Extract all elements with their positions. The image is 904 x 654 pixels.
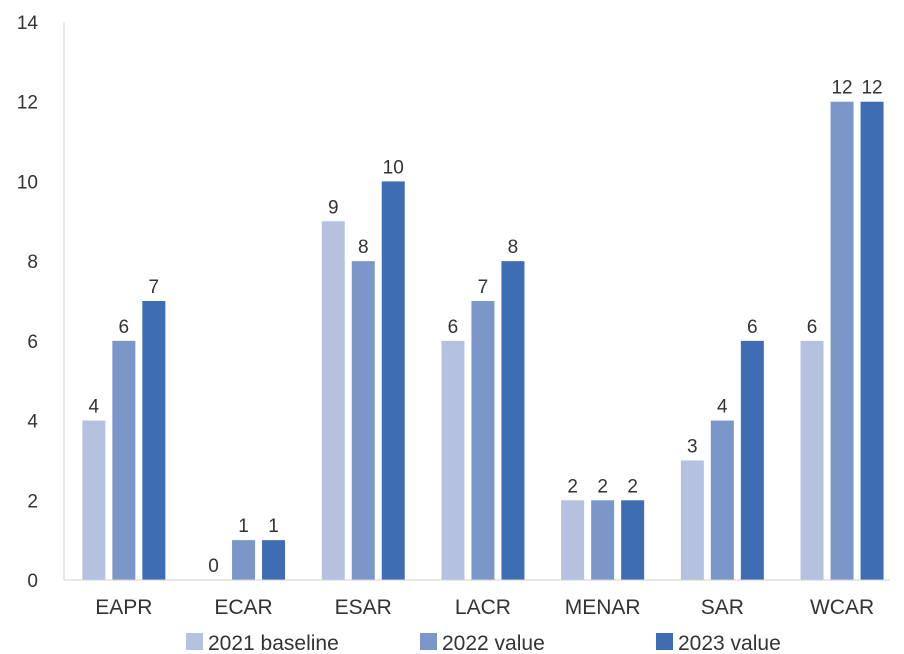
bar bbox=[860, 101, 884, 580]
data-label: 8 bbox=[358, 237, 369, 258]
data-label: 8 bbox=[508, 237, 519, 258]
data-label: 2 bbox=[567, 476, 578, 497]
x-tick-label: MENAR bbox=[565, 596, 641, 619]
bar bbox=[621, 500, 645, 580]
bar bbox=[112, 340, 136, 580]
y-tick-label: 4 bbox=[27, 412, 38, 433]
y-tick-label: 10 bbox=[17, 172, 38, 193]
data-label: 6 bbox=[747, 317, 758, 338]
x-axis: EAPR ECAR ESAR LACR MENAR SAR WCAR bbox=[64, 579, 890, 619]
bar bbox=[381, 181, 405, 580]
data-label: 12 bbox=[861, 78, 882, 99]
bar bbox=[262, 540, 286, 580]
data-label: 7 bbox=[478, 277, 489, 298]
y-tick-label: 2 bbox=[27, 491, 38, 512]
data-label: 6 bbox=[807, 317, 818, 338]
data-label: 2 bbox=[627, 476, 638, 497]
y-tick-label: 8 bbox=[27, 252, 38, 273]
x-tick-label: EAPR bbox=[95, 596, 152, 619]
bar bbox=[82, 420, 106, 580]
data-label: 4 bbox=[717, 397, 728, 418]
bar bbox=[441, 340, 465, 580]
y-tick-label: 6 bbox=[27, 332, 38, 353]
legend-label: 2023 value bbox=[678, 632, 781, 654]
x-tick-label: SAR bbox=[701, 596, 744, 619]
bar bbox=[232, 540, 256, 580]
data-label: 2 bbox=[597, 476, 608, 497]
y-tick-label: 14 bbox=[17, 13, 39, 34]
bar bbox=[351, 261, 375, 580]
data-label: 10 bbox=[383, 157, 404, 178]
bar bbox=[740, 340, 764, 580]
x-tick-label: ECAR bbox=[214, 596, 272, 619]
data-label: 6 bbox=[119, 317, 130, 338]
bar bbox=[591, 500, 615, 580]
data-label: 0 bbox=[208, 556, 219, 577]
bar bbox=[830, 101, 854, 580]
data-label: 4 bbox=[89, 397, 100, 418]
legend-swatch bbox=[656, 633, 673, 650]
bar bbox=[142, 301, 166, 580]
data-label: 6 bbox=[448, 317, 459, 338]
legend-label: 2021 baseline bbox=[208, 632, 339, 654]
data-label: 3 bbox=[687, 436, 698, 457]
data-label: 1 bbox=[238, 516, 249, 537]
bar bbox=[471, 301, 495, 580]
legend-swatch bbox=[420, 633, 437, 650]
x-tick-label: ESAR bbox=[335, 596, 392, 619]
bar bbox=[321, 221, 345, 581]
data-label: 1 bbox=[268, 516, 279, 537]
bars bbox=[82, 101, 884, 581]
y-axis: 0 2 4 6 8 10 12 14 bbox=[17, 13, 65, 592]
bar bbox=[561, 500, 585, 580]
legend: 2021 baseline 2022 value 2023 value bbox=[186, 632, 781, 654]
bar bbox=[710, 420, 734, 580]
data-label: 7 bbox=[149, 277, 160, 298]
x-tick-label: WCAR bbox=[810, 596, 874, 619]
data-label: 12 bbox=[831, 78, 852, 99]
data-label: 9 bbox=[328, 197, 339, 218]
bar bbox=[800, 340, 824, 580]
legend-label: 2022 value bbox=[442, 632, 545, 654]
x-tick-label: LACR bbox=[455, 596, 511, 619]
y-tick-label: 0 bbox=[27, 571, 38, 592]
y-tick-label: 12 bbox=[17, 93, 38, 114]
bar bbox=[501, 261, 525, 580]
bar bbox=[680, 460, 704, 580]
legend-swatch bbox=[186, 633, 203, 650]
